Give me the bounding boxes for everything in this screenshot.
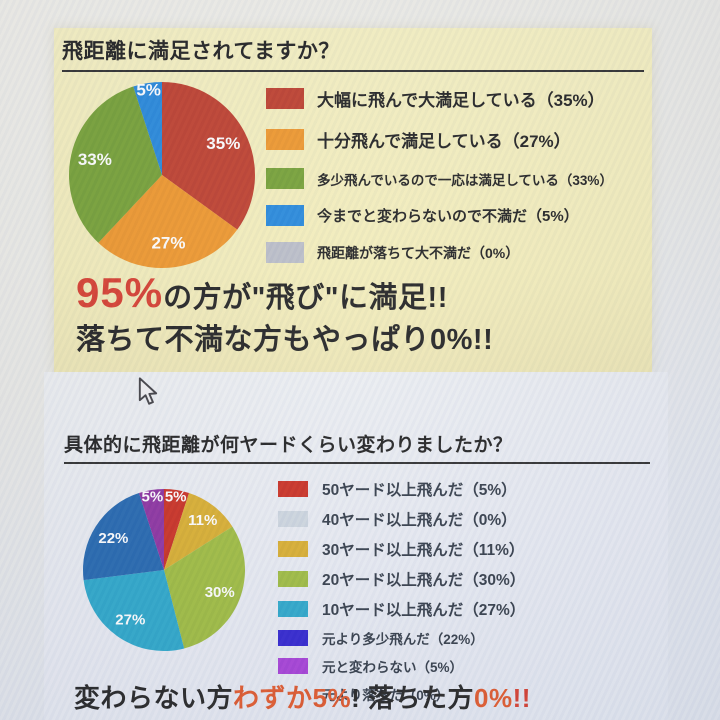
pie-slice-30% — [164, 526, 245, 649]
yards-section: 具体的に飛距離が何ヤードくらい変わりましたか？ 5% 11% 30% 27% 22% 5%… — [44, 372, 668, 720]
satisfaction-pie-chart: 35% 27% 33% 5% — [68, 80, 255, 268]
legend-item: 50ヤード以上飛んだ（5%） — [278, 478, 658, 500]
headline-text-part: 落ちて不満な方もやっぱり0%!! — [76, 324, 494, 357]
legend-label: 多少飛んでいるので一応は満足している（33%） — [317, 172, 613, 188]
legend-item: 十分飛んで満足している（27%） — [266, 127, 646, 152]
pie-slice-label: 11% — [188, 512, 217, 529]
satisfaction-title: 飛距離に満足されてますか？ — [62, 35, 644, 72]
legend-item: 大幅に飛んで大満足している（35%） — [266, 86, 646, 111]
pie-slice-label: 30% — [205, 584, 235, 601]
legend-swatch-icon — [266, 205, 304, 226]
headline-text-part: の方が"飛び"に満足!! — [163, 282, 448, 314]
pie-slice-label: 33% — [78, 150, 112, 169]
legend-item: 30ヤード以上飛んだ（11%） — [278, 538, 658, 560]
pie-slice-35% — [162, 82, 255, 230]
pie-slice-11% — [164, 492, 233, 570]
legend-label: 40ヤード以上飛んだ（0%） — [322, 512, 517, 529]
headline-text-part: !! — [512, 683, 531, 713]
pie-slice-label: 5% — [136, 80, 161, 99]
legend-label: 20ヤード以上飛んだ（30%） — [322, 572, 526, 589]
mouse-cursor-icon — [138, 377, 158, 405]
yards-legend: 50ヤード以上飛んだ（5%） 40ヤード以上飛んだ（0%） 30ヤード以上飛んだ（1… — [278, 478, 658, 712]
legend-swatch-icon — [278, 601, 308, 617]
pie-slice-27% — [98, 175, 238, 268]
legend-label: 今までと変わらないので不満だ（5%） — [317, 208, 579, 225]
pie-slice-5% — [164, 489, 190, 570]
legend-item: 元より落ちた（0%） — [278, 684, 658, 704]
legend-label: 大幅に飛んで大満足している（35%） — [317, 91, 605, 110]
legend-label: 30ヤード以上飛んだ（11%） — [322, 542, 525, 559]
pie-slice-22% — [83, 492, 164, 581]
headline-text-part: 95% — [76, 269, 164, 316]
legend-swatch-icon — [278, 481, 308, 497]
legend-item: 今までと変わらないので不満だ（5%） — [266, 205, 646, 226]
headline-text-part: ! — [351, 683, 368, 713]
pie-slice-label: 22% — [98, 530, 128, 547]
legend-swatch-icon — [278, 511, 308, 527]
legend-swatch-icon — [266, 88, 304, 109]
pie-slice-5% — [133, 82, 162, 175]
legend-swatch-icon — [278, 630, 308, 646]
legend-item: 多少飛んでいるので一応は満足している（33%） — [266, 168, 646, 189]
headline-text-part: 落ちた方 — [368, 683, 475, 713]
satisfaction-headline: 95%の方が"飛び"に満足!! 落ちて不満な方もやっぱり0%!! — [76, 272, 642, 361]
yards-headline: 変わらない方わずか5%! 落ちた方0%!! — [74, 678, 660, 715]
pie-slice-label: 5% — [141, 488, 163, 505]
headline-text-part: わずか5% — [233, 683, 352, 713]
legend-swatch-icon — [266, 242, 304, 263]
pie-slice-5% — [138, 489, 164, 570]
legend-item: 飛距離が落ちて大不満だ（0%） — [266, 242, 646, 263]
legend-label: 元より落ちた（0%） — [322, 688, 450, 703]
satisfaction-headline-line1: 95%の方が"飛び"に満足!! — [76, 272, 642, 319]
legend-label: 10ヤード以上飛んだ（27%） — [322, 602, 526, 619]
pie-slice-label: 35% — [206, 134, 240, 153]
satisfaction-headline-line2: 落ちて不満な方もやっぱり0%!! — [76, 319, 642, 361]
legend-swatch-icon — [266, 168, 304, 189]
legend-item: 元と変わらない（5%） — [278, 656, 658, 676]
legend-swatch-icon — [278, 571, 308, 587]
legend-label: 50ヤード以上飛んだ（5%） — [322, 482, 517, 499]
legend-label: 十分飛んで満足している（27%） — [317, 132, 571, 151]
legend-item: 40ヤード以上飛んだ（0%） — [278, 508, 658, 530]
pie-slice-label: 27% — [151, 234, 185, 253]
legend-item: 元より多少飛んだ（22%） — [278, 628, 658, 648]
legend-item: 20ヤード以上飛んだ（30%） — [278, 568, 658, 590]
legend-label: 飛距離が落ちて大不満だ（0%） — [317, 244, 520, 261]
legend-swatch-icon — [278, 658, 308, 674]
legend-swatch-icon — [266, 129, 304, 150]
satisfaction-legend: 大幅に飛んで大満足している（35%） 十分飛んで満足している（27%） 多少飛んでい… — [266, 86, 646, 279]
satisfaction-section: 飛距離に満足されてますか？ 35% 27% 33% 5% 大幅に飛んで大満足している（… — [54, 28, 652, 374]
headline-text-part: 変わらない方 — [74, 683, 234, 713]
pie-slice-label: 27% — [115, 612, 145, 629]
legend-item: 10ヤード以上飛んだ（27%） — [278, 598, 658, 620]
legend-label: 元と変わらない（5%） — [322, 660, 464, 675]
legend-swatch-icon — [278, 541, 308, 557]
yards-pie-chart: 5%11%30%27%22%5% — [83, 488, 245, 651]
pie-slice-33% — [68, 86, 162, 243]
yards-title: 具体的に飛距離が何ヤードくらい変わりましたか？ — [64, 430, 650, 464]
headline-text-part: 0% — [474, 683, 513, 713]
pie-slice-label: 5% — [165, 488, 187, 505]
legend-label: 元より多少飛んだ（22%） — [322, 632, 484, 647]
pie-slice-27% — [83, 570, 185, 651]
